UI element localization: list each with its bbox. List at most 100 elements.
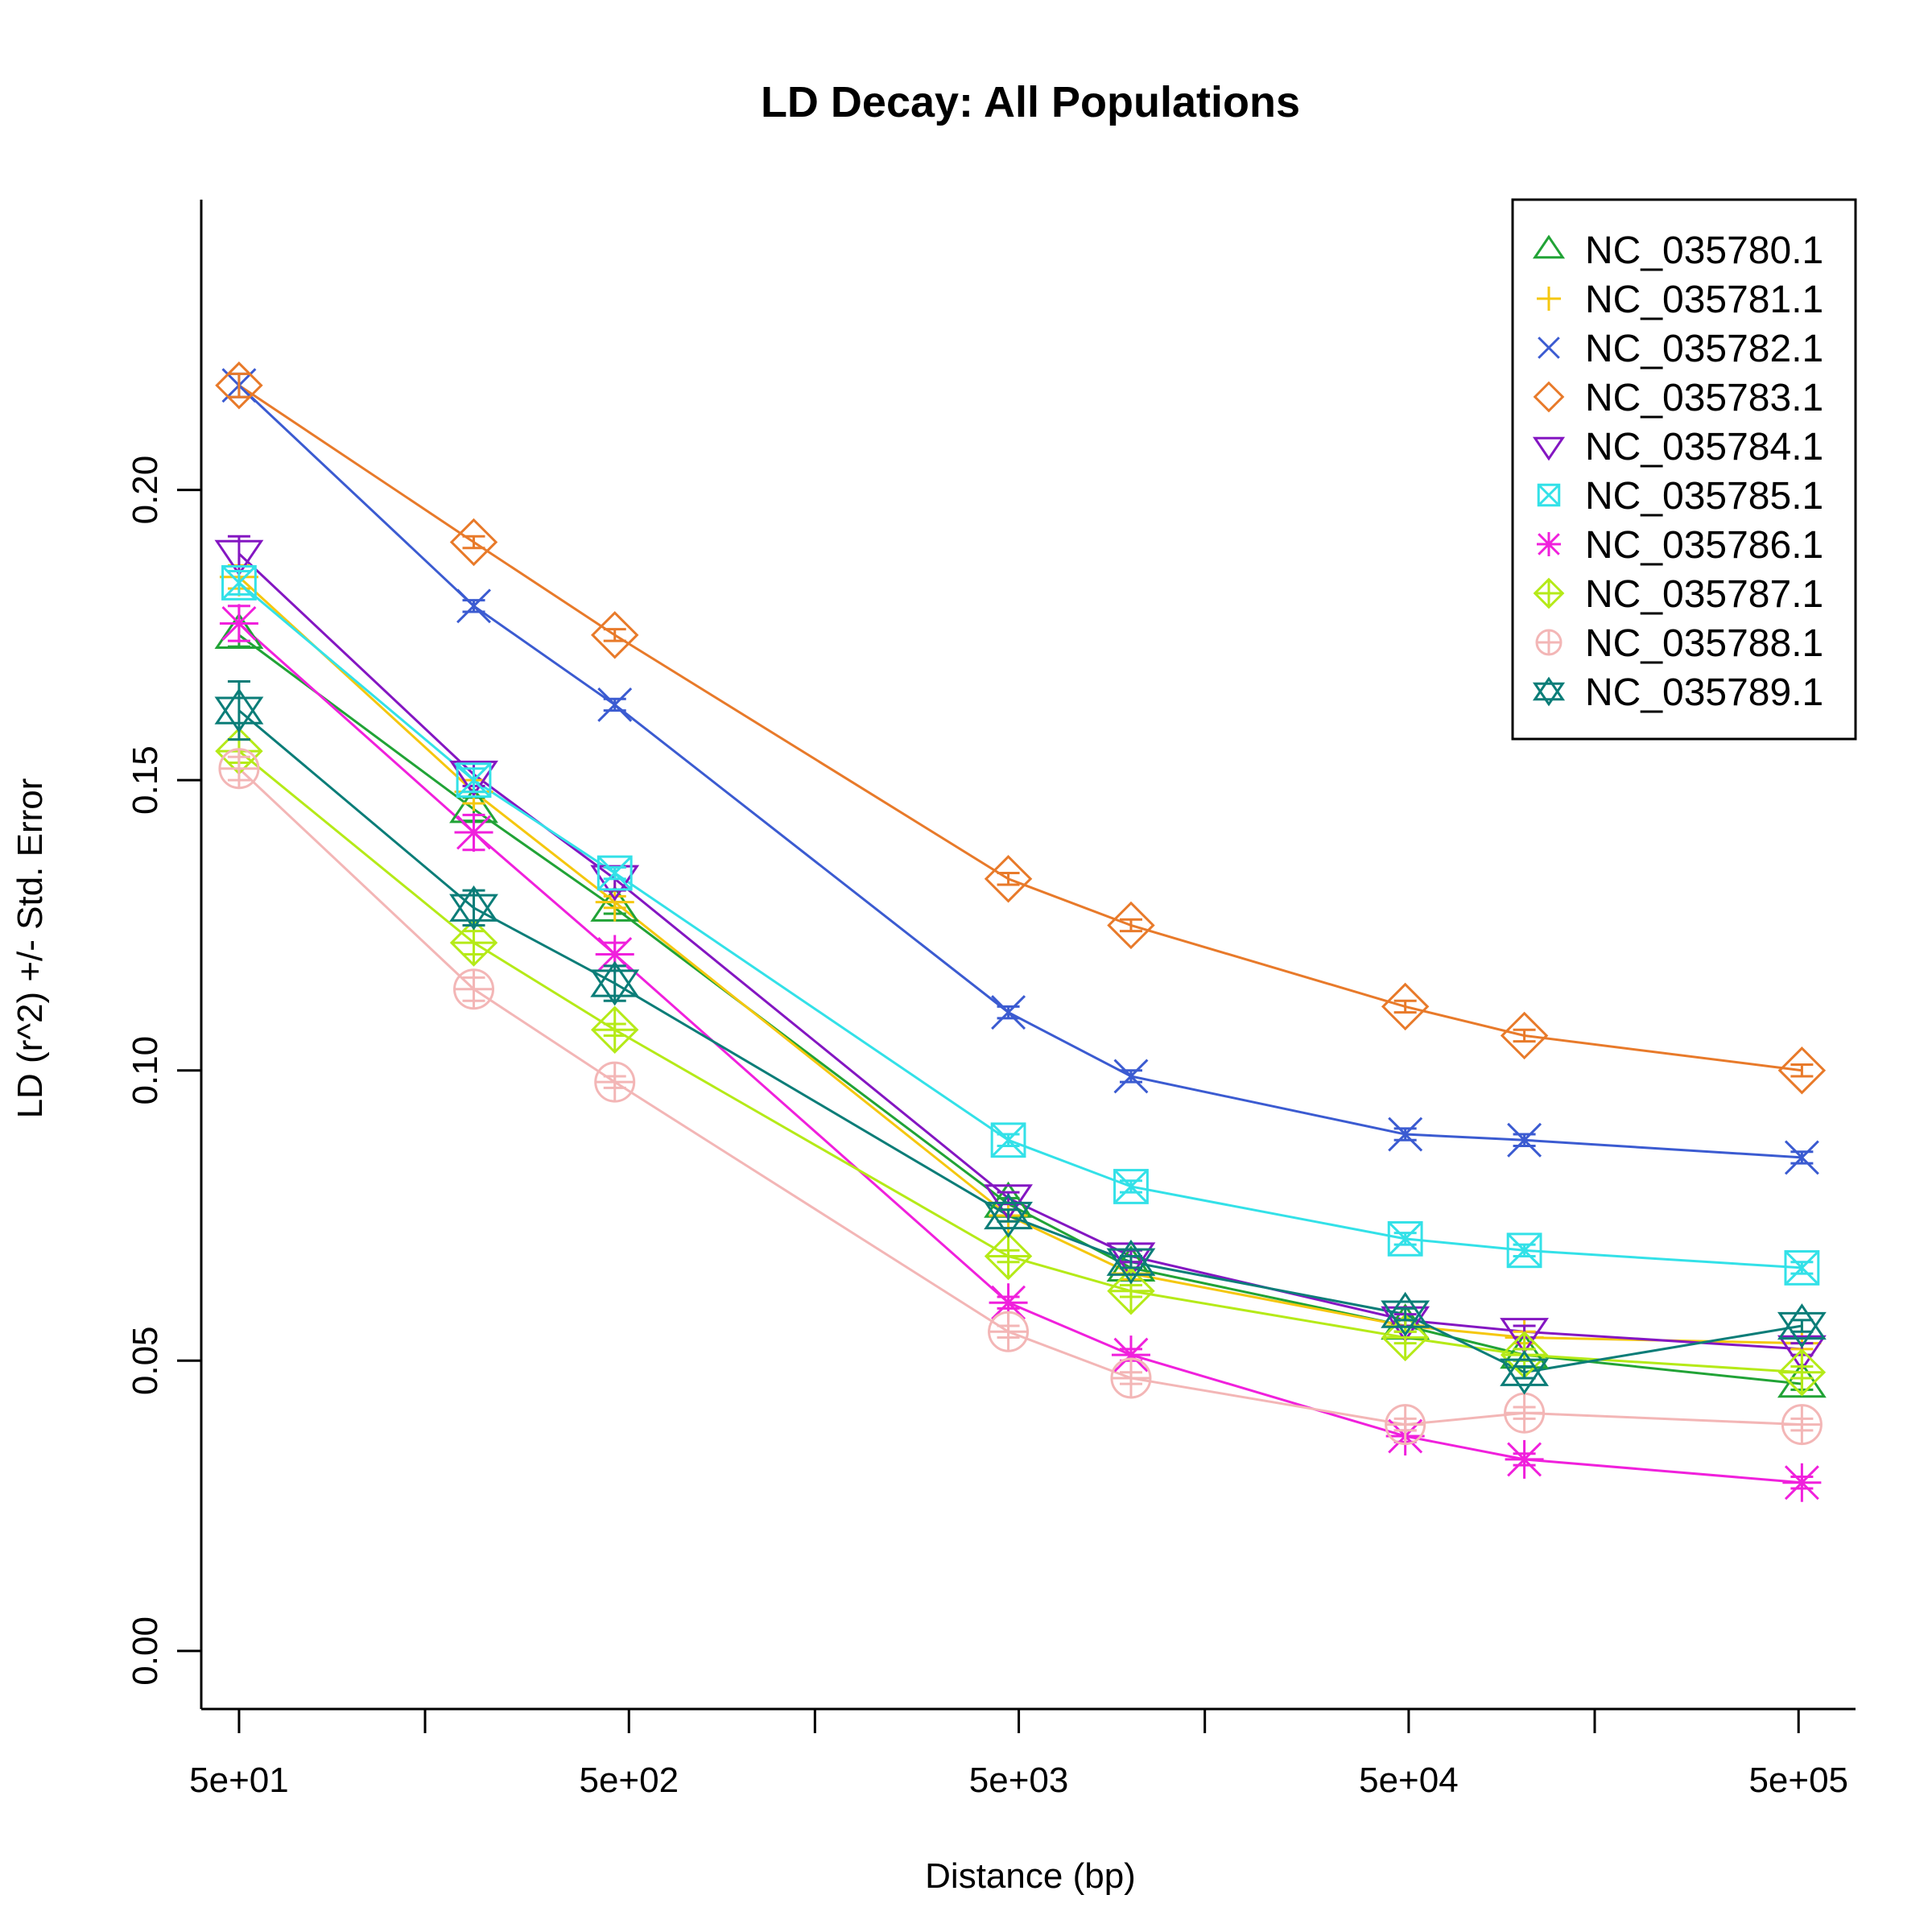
data-point xyxy=(449,885,498,931)
data-point xyxy=(1777,1303,1827,1348)
error-bar xyxy=(1119,1255,1142,1269)
legend-label: NC_035785.1 xyxy=(1585,475,1823,518)
series-line xyxy=(237,576,1802,1345)
data-point xyxy=(219,604,258,643)
data-point xyxy=(1500,1349,1550,1395)
data-point xyxy=(214,539,264,576)
data-point xyxy=(1781,1404,1823,1446)
data-point xyxy=(1113,1169,1149,1204)
data-point xyxy=(988,1311,1030,1352)
data-point xyxy=(1777,1348,1827,1397)
error-bar xyxy=(997,1208,1020,1223)
data-point xyxy=(1110,1357,1152,1399)
legend-marker xyxy=(1532,676,1566,707)
data-point xyxy=(221,565,257,601)
error-bar xyxy=(1393,1307,1417,1322)
x-tick-label: 5e+02 xyxy=(579,1761,679,1800)
legend-label: NC_035783.1 xyxy=(1585,377,1823,419)
chart-title: LD Decay: All Populations xyxy=(761,78,1300,126)
x-tick-label: 5e+03 xyxy=(969,1761,1069,1800)
data-point xyxy=(1505,1439,1544,1479)
data-point xyxy=(1387,1220,1423,1257)
legend-box xyxy=(1511,198,1857,741)
legend-marker xyxy=(1535,629,1563,656)
data-point xyxy=(449,760,498,797)
legend-item: NC_035788.1 xyxy=(1535,622,1823,665)
y-tick-label: 0.05 xyxy=(126,1326,165,1395)
legend-label: NC_035781.1 xyxy=(1585,279,1823,321)
data-point xyxy=(214,612,264,649)
legend-label: NC_035786.1 xyxy=(1585,524,1823,567)
error-bar xyxy=(227,372,250,398)
data-point xyxy=(1504,1392,1546,1434)
legend-item: NC_035783.1 xyxy=(1533,377,1823,419)
series-line xyxy=(237,581,1802,1269)
data-point xyxy=(1106,1239,1156,1285)
data-point xyxy=(1784,1140,1819,1175)
data-point xyxy=(1113,1059,1149,1094)
data-point xyxy=(1507,1122,1542,1158)
data-point xyxy=(218,748,260,790)
y-axis-label: LD (r^2) +/- Std. Error xyxy=(10,778,50,1119)
data-point xyxy=(453,968,495,1010)
legend: NC_035780.1 NC_035781.1 NC_035782.1 NC_0357… xyxy=(1511,198,1857,741)
error-bar xyxy=(997,872,1020,886)
data-point xyxy=(991,995,1026,1030)
data-point xyxy=(1777,1361,1827,1398)
error-bar xyxy=(462,535,485,550)
error-bar xyxy=(1513,1028,1536,1043)
series-line xyxy=(238,384,1802,1072)
legend-label: NC_035787.1 xyxy=(1585,573,1823,616)
data-point xyxy=(1784,1250,1820,1286)
error-bar xyxy=(1393,999,1417,1014)
legend-item: NC_035786.1 xyxy=(1537,524,1823,567)
data-point xyxy=(1381,982,1430,1031)
data-point xyxy=(984,1193,1033,1238)
legend-marker xyxy=(1537,287,1561,311)
data-point xyxy=(449,518,498,567)
series-line xyxy=(238,634,1802,1385)
data-point xyxy=(214,687,264,733)
data-point xyxy=(1381,1313,1430,1362)
data-point xyxy=(1500,1011,1549,1060)
data-point xyxy=(594,1061,636,1103)
data-point xyxy=(215,361,263,410)
legend-label: NC_035780.1 xyxy=(1585,229,1823,272)
error-bar xyxy=(1513,1365,1536,1380)
data-point xyxy=(990,1122,1026,1158)
legend-item: NC_035781.1 xyxy=(1537,279,1823,321)
legend-label: NC_035784.1 xyxy=(1585,426,1823,469)
data-point xyxy=(984,1232,1033,1281)
axes: 5e+01 5e+02 5e+03 5e+04 5e+05 0.00 0.05 0.10 0.1… xyxy=(126,200,1856,1800)
legend-item: NC_035789.1 xyxy=(1532,671,1823,714)
y-tick-label: 0.10 xyxy=(126,1036,165,1105)
legend-item: NC_035782.1 xyxy=(1538,328,1823,370)
legend-marker xyxy=(1538,336,1560,359)
legend-marker xyxy=(1532,234,1566,259)
data-point xyxy=(597,855,633,891)
x-axis-label: Distance (bp) xyxy=(925,1856,1136,1896)
data-point xyxy=(454,813,493,852)
series-line xyxy=(237,552,1802,1351)
y-tick-label: 0.00 xyxy=(126,1616,165,1686)
legend-label: NC_035782.1 xyxy=(1585,328,1823,370)
data-point xyxy=(1782,1463,1822,1502)
data-point xyxy=(1107,1267,1155,1315)
legend-marker xyxy=(1533,381,1565,413)
data-point xyxy=(456,588,491,624)
data-point xyxy=(1385,1404,1426,1446)
legend-marker xyxy=(1532,436,1566,461)
legend-label: NC_035788.1 xyxy=(1585,622,1823,665)
legend-item: NC_035785.1 xyxy=(1537,475,1823,518)
legend-item: NC_035784.1 xyxy=(1532,426,1823,469)
y-tick-label: 0.15 xyxy=(126,745,165,815)
legend-item: NC_035787.1 xyxy=(1533,573,1823,616)
error-bar xyxy=(603,628,626,642)
plot-markers xyxy=(214,361,1827,1502)
legend-label: NC_035789.1 xyxy=(1585,671,1823,714)
data-point xyxy=(597,687,633,722)
data-point xyxy=(456,762,492,799)
legend-marker xyxy=(1537,483,1561,507)
data-point xyxy=(1381,1291,1430,1337)
data-point xyxy=(1777,1335,1827,1372)
